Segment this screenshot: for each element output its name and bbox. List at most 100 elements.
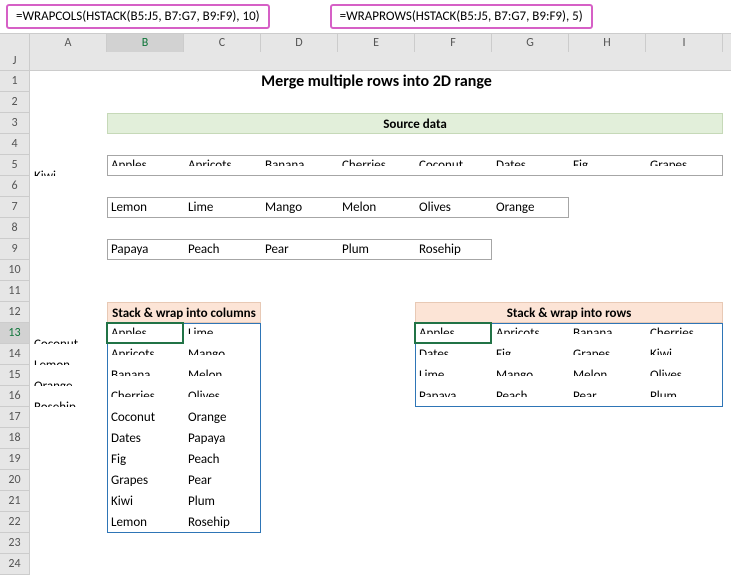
row-header[interactable]: 13 [0, 323, 29, 344]
cell[interactable]: Fig [492, 344, 569, 355]
col-header[interactable]: A [30, 34, 107, 52]
row-header[interactable]: 4 [0, 134, 29, 155]
cell[interactable]: Lime [184, 323, 261, 334]
col-header[interactable]: B [107, 34, 184, 52]
cell[interactable]: Coconut [30, 334, 107, 345]
cell[interactable]: Rosehip [30, 397, 107, 408]
row-header[interactable]: 24 [0, 554, 29, 575]
cell[interactable]: Apples [107, 155, 184, 166]
cell[interactable]: Grapes [646, 155, 723, 166]
cell[interactable]: Orange [30, 376, 107, 387]
cell[interactable]: Fig [107, 449, 184, 470]
col-header[interactable]: C [184, 34, 261, 52]
cell[interactable]: Peach [184, 449, 261, 470]
cell[interactable]: Peach [184, 239, 261, 260]
cell[interactable]: Kiwi [646, 344, 723, 355]
cell[interactable]: Dates [107, 428, 184, 449]
row-header[interactable]: 18 [0, 428, 29, 449]
formula-left[interactable]: =WRAPCOLS(HSTACK(B5:J5, B7:G7, B9:F9), 1… [6, 4, 270, 29]
cell[interactable]: Apricots [107, 344, 184, 355]
cell[interactable]: Papaya [415, 386, 492, 397]
row-header[interactable]: 21 [0, 491, 29, 512]
col-header[interactable]: I [646, 34, 723, 52]
cell[interactable]: Apricots [492, 323, 569, 334]
cell[interactable]: Kiwi [107, 491, 184, 512]
cell[interactable]: Pear [569, 386, 646, 397]
cell[interactable]: Olives [184, 386, 261, 397]
cell[interactable]: Lemon [107, 512, 184, 533]
cell[interactable]: Lime [184, 197, 261, 218]
cell[interactable]: Banana [569, 323, 646, 334]
cell[interactable]: Apples [415, 323, 492, 334]
cell[interactable]: Cherries [107, 386, 184, 397]
col-header[interactable]: F [415, 34, 492, 52]
cell[interactable]: Olives [646, 365, 723, 376]
cell[interactable]: Cherries [338, 155, 415, 166]
cell[interactable]: Orange [492, 197, 569, 218]
cell[interactable]: Coconut [107, 407, 184, 428]
row-header[interactable]: 20 [0, 470, 29, 491]
cell[interactable]: Olives [415, 197, 492, 218]
col-header[interactable]: D [261, 34, 338, 52]
cell[interactable]: Orange [184, 407, 261, 428]
cell[interactable]: Lime [415, 365, 492, 376]
formula-right[interactable]: =WRAPROWS(HSTACK(B5:J5, B7:G7, B9:F9), 5… [330, 4, 593, 29]
cell[interactable]: Mango [492, 365, 569, 376]
row-header[interactable]: 7 [0, 197, 29, 218]
cell[interactable]: Rosehip [415, 239, 492, 260]
cell[interactable]: Papaya [107, 239, 184, 260]
cell[interactable]: Peach [492, 386, 569, 397]
row-header[interactable]: 6 [0, 176, 29, 197]
row-header[interactable]: 2 [0, 92, 29, 113]
row-header[interactable]: 19 [0, 449, 29, 470]
cell[interactable]: Banana [261, 155, 338, 166]
row-header[interactable]: 16 [0, 386, 29, 407]
row-header[interactable]: 22 [0, 512, 29, 533]
cell[interactable]: Apples [107, 323, 184, 334]
cell[interactable]: Grapes [107, 470, 184, 491]
row-header[interactable]: 5 [0, 155, 29, 176]
cell[interactable]: Mango [261, 197, 338, 218]
row-header[interactable]: 23 [0, 533, 29, 554]
cell[interactable]: Dates [415, 344, 492, 355]
cell[interactable]: Dates [492, 155, 569, 166]
col-header[interactable]: G [492, 34, 569, 52]
row-header[interactable]: 15 [0, 365, 29, 386]
row-header[interactable]: 8 [0, 218, 29, 239]
row-header[interactable]: 3 [0, 113, 29, 134]
row-header[interactable]: 17 [0, 407, 29, 428]
cell[interactable]: Lemon [107, 197, 184, 218]
page-title: Merge multiple rows into 2D range [30, 71, 723, 92]
cell[interactable]: Melon [569, 365, 646, 376]
cell[interactable]: Fig [569, 155, 646, 166]
cell[interactable]: Plum [338, 239, 415, 260]
col-header[interactable]: J [0, 52, 30, 70]
cell[interactable]: Melon [184, 365, 261, 376]
row-header[interactable]: 10 [0, 260, 29, 281]
cell[interactable]: Apricots [184, 155, 261, 166]
cell[interactable]: Cherries [646, 323, 723, 334]
row-header[interactable]: 11 [0, 281, 29, 302]
cell[interactable]: Pear [184, 470, 261, 491]
cell[interactable]: Mango [184, 344, 261, 355]
spreadsheet: A B C D E F G H I J 1 2 3 4 5 6 7 8 9 10… [0, 34, 731, 575]
cell[interactable]: Plum [646, 386, 723, 397]
cell[interactable]: Melon [338, 197, 415, 218]
row-header[interactable]: 14 [0, 344, 29, 365]
row-header[interactable]: 12 [0, 302, 29, 323]
select-all-corner[interactable] [0, 34, 30, 52]
cell[interactable]: Kiwi [30, 166, 107, 177]
row-header[interactable]: 9 [0, 239, 29, 260]
cell[interactable]: Plum [184, 491, 261, 512]
col-header[interactable]: E [338, 34, 415, 52]
cell[interactable]: Grapes [569, 344, 646, 355]
row-header[interactable]: 1 [0, 71, 29, 92]
cell[interactable]: Coconut [415, 155, 492, 166]
cell[interactable]: Pear [261, 239, 338, 260]
cell[interactable]: Banana [107, 365, 184, 376]
col-header[interactable]: H [569, 34, 646, 52]
grid[interactable]: Merge multiple rows into 2D range Source… [30, 71, 723, 575]
cell[interactable]: Rosehip [184, 512, 261, 533]
cell[interactable]: Papaya [184, 428, 261, 449]
cell[interactable]: Lemon [30, 355, 107, 366]
